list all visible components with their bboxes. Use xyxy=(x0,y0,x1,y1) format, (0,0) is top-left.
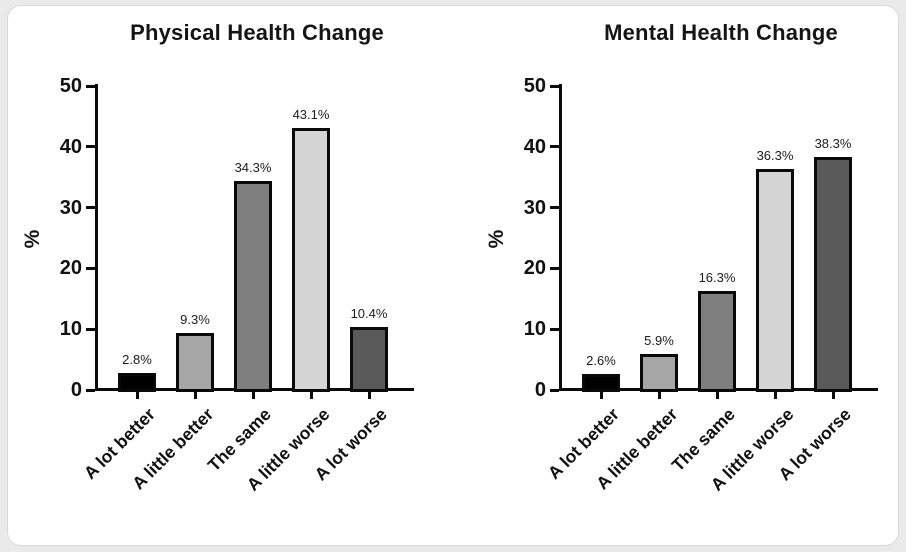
x-tick-mark xyxy=(831,391,835,399)
y-tick-label: 50 xyxy=(523,75,546,97)
bar-a-lot-better xyxy=(582,374,620,392)
bar-value-label: 43.1% xyxy=(292,106,330,122)
bar-a-little-better xyxy=(176,333,214,392)
bar-value-label: 5.9% xyxy=(644,333,674,349)
bar-value-label: 16.3% xyxy=(698,269,736,285)
y-tick-label: 50 xyxy=(59,75,82,97)
y-tick-label: 0 xyxy=(70,379,82,401)
bar-a-little-worse xyxy=(292,127,330,392)
y-tick-mark xyxy=(550,388,559,392)
y-tick-mark xyxy=(550,206,559,210)
y-tick-label: 40 xyxy=(523,135,546,158)
x-tick-mark xyxy=(715,391,719,399)
x-tick-mark xyxy=(193,391,197,399)
y-tick-mark xyxy=(86,206,95,210)
x-tick-mark xyxy=(599,391,603,399)
y-tick-mark xyxy=(86,145,95,149)
y-tick-mark xyxy=(550,84,559,88)
bar-value-label: 2.6% xyxy=(586,353,616,369)
bar-value-label: 9.3% xyxy=(180,312,210,328)
bar-value-label: 34.3% xyxy=(234,160,272,176)
bar-value-label: 10.4% xyxy=(350,305,388,321)
y-tick-label: 40 xyxy=(59,135,82,158)
x-tick-mark xyxy=(657,391,661,399)
chart-title: Physical Health Change xyxy=(130,20,384,45)
y-tick-mark xyxy=(550,145,559,149)
y-tick-label: 20 xyxy=(523,257,546,280)
y-tick-label: 10 xyxy=(523,318,546,341)
y-tick-mark xyxy=(550,327,559,331)
bar-value-label: 38.3% xyxy=(814,136,852,152)
y-tick-label: 30 xyxy=(523,196,546,219)
y-tick-mark xyxy=(86,388,95,392)
chart-title: Mental Health Change xyxy=(604,20,838,45)
bar-the-same xyxy=(698,290,736,392)
x-tick-mark xyxy=(773,391,777,399)
x-tick-mark xyxy=(367,391,371,399)
x-tick-mark xyxy=(309,391,313,399)
bar-a-little-worse xyxy=(756,169,794,392)
bar-a-lot-worse xyxy=(814,157,852,392)
y-tick-label: 30 xyxy=(59,196,82,219)
x-tick-mark xyxy=(251,391,255,399)
figure-card xyxy=(7,5,899,546)
bar-a-lot-better xyxy=(118,372,156,392)
y-tick-mark xyxy=(86,84,95,88)
bar-value-label: 2.8% xyxy=(122,351,152,367)
x-tick-mark xyxy=(135,391,139,399)
bar-the-same xyxy=(234,181,272,392)
y-tick-mark xyxy=(86,266,95,270)
y-axis-line xyxy=(95,84,98,391)
y-tick-mark xyxy=(550,266,559,270)
y-axis-line xyxy=(559,84,562,391)
y-tick-label: 20 xyxy=(59,257,82,280)
y-tick-mark xyxy=(86,327,95,331)
y-tick-label: 10 xyxy=(59,318,82,341)
mental-health-chart: Mental Health Change % 0 10 20 30 40 50 2.6% A … xyxy=(464,0,906,552)
bar-value-label: 36.3% xyxy=(756,148,794,164)
bar-a-little-better xyxy=(640,354,678,392)
bar-a-lot-worse xyxy=(350,326,388,392)
y-tick-label: 0 xyxy=(534,379,546,401)
physical-health-chart: Physical Health Change % 0 10 20 30 40 50 2.8%… xyxy=(21,20,414,495)
